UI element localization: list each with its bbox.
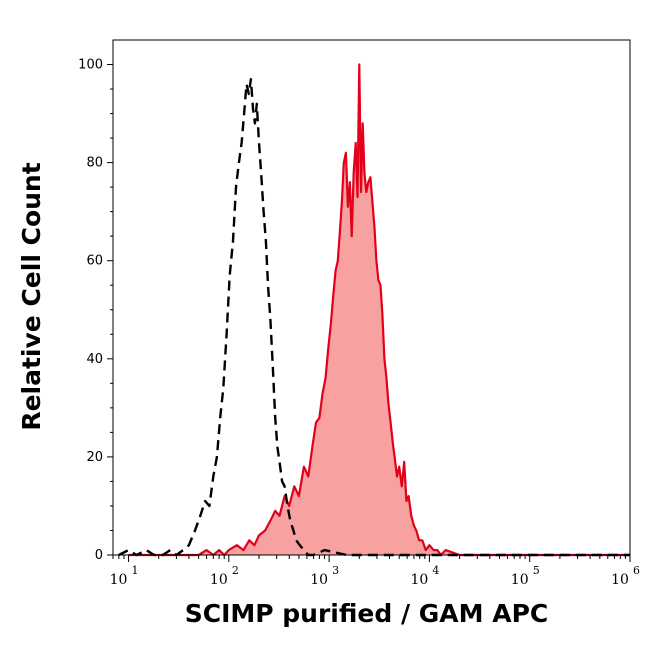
x-tick-label: 10 — [110, 572, 128, 588]
x-tick-exponent: 1 — [132, 564, 139, 577]
y-tick-label: 100 — [78, 58, 103, 73]
stained-series-line — [128, 63, 630, 557]
x-tick-label: 10 — [310, 572, 328, 588]
plot-frame — [112, 39, 631, 556]
x-tick-exponent: 6 — [633, 564, 640, 577]
y-tick-label: 20 — [86, 450, 103, 465]
x-tick-label: 10 — [611, 572, 629, 588]
x-tick-label: 10 — [511, 572, 529, 588]
y-tick-label: 60 — [86, 254, 103, 269]
y-tick-label: 40 — [86, 352, 103, 367]
x-tick-exponent: 3 — [332, 564, 339, 577]
y-axis-ticks: 0 20 40 60 80 100 — [78, 58, 113, 563]
x-tick-label: 10 — [411, 572, 429, 588]
x-axis-label: SCIMP purified / GAM APC — [185, 599, 549, 628]
y-tick-label: 0 — [95, 548, 103, 563]
y-axis-label: Relative Cell Count — [17, 162, 46, 430]
control-series-line — [118, 78, 630, 557]
x-tick-exponent: 4 — [432, 564, 439, 577]
x-tick-label: 10 — [210, 572, 228, 588]
x-tick-exponent: 5 — [533, 564, 540, 577]
y-tick-label: 80 — [86, 156, 103, 171]
x-tick-exponent: 2 — [232, 564, 239, 577]
plot-content — [118, 63, 630, 557]
stained-area-fill — [128, 64, 630, 555]
